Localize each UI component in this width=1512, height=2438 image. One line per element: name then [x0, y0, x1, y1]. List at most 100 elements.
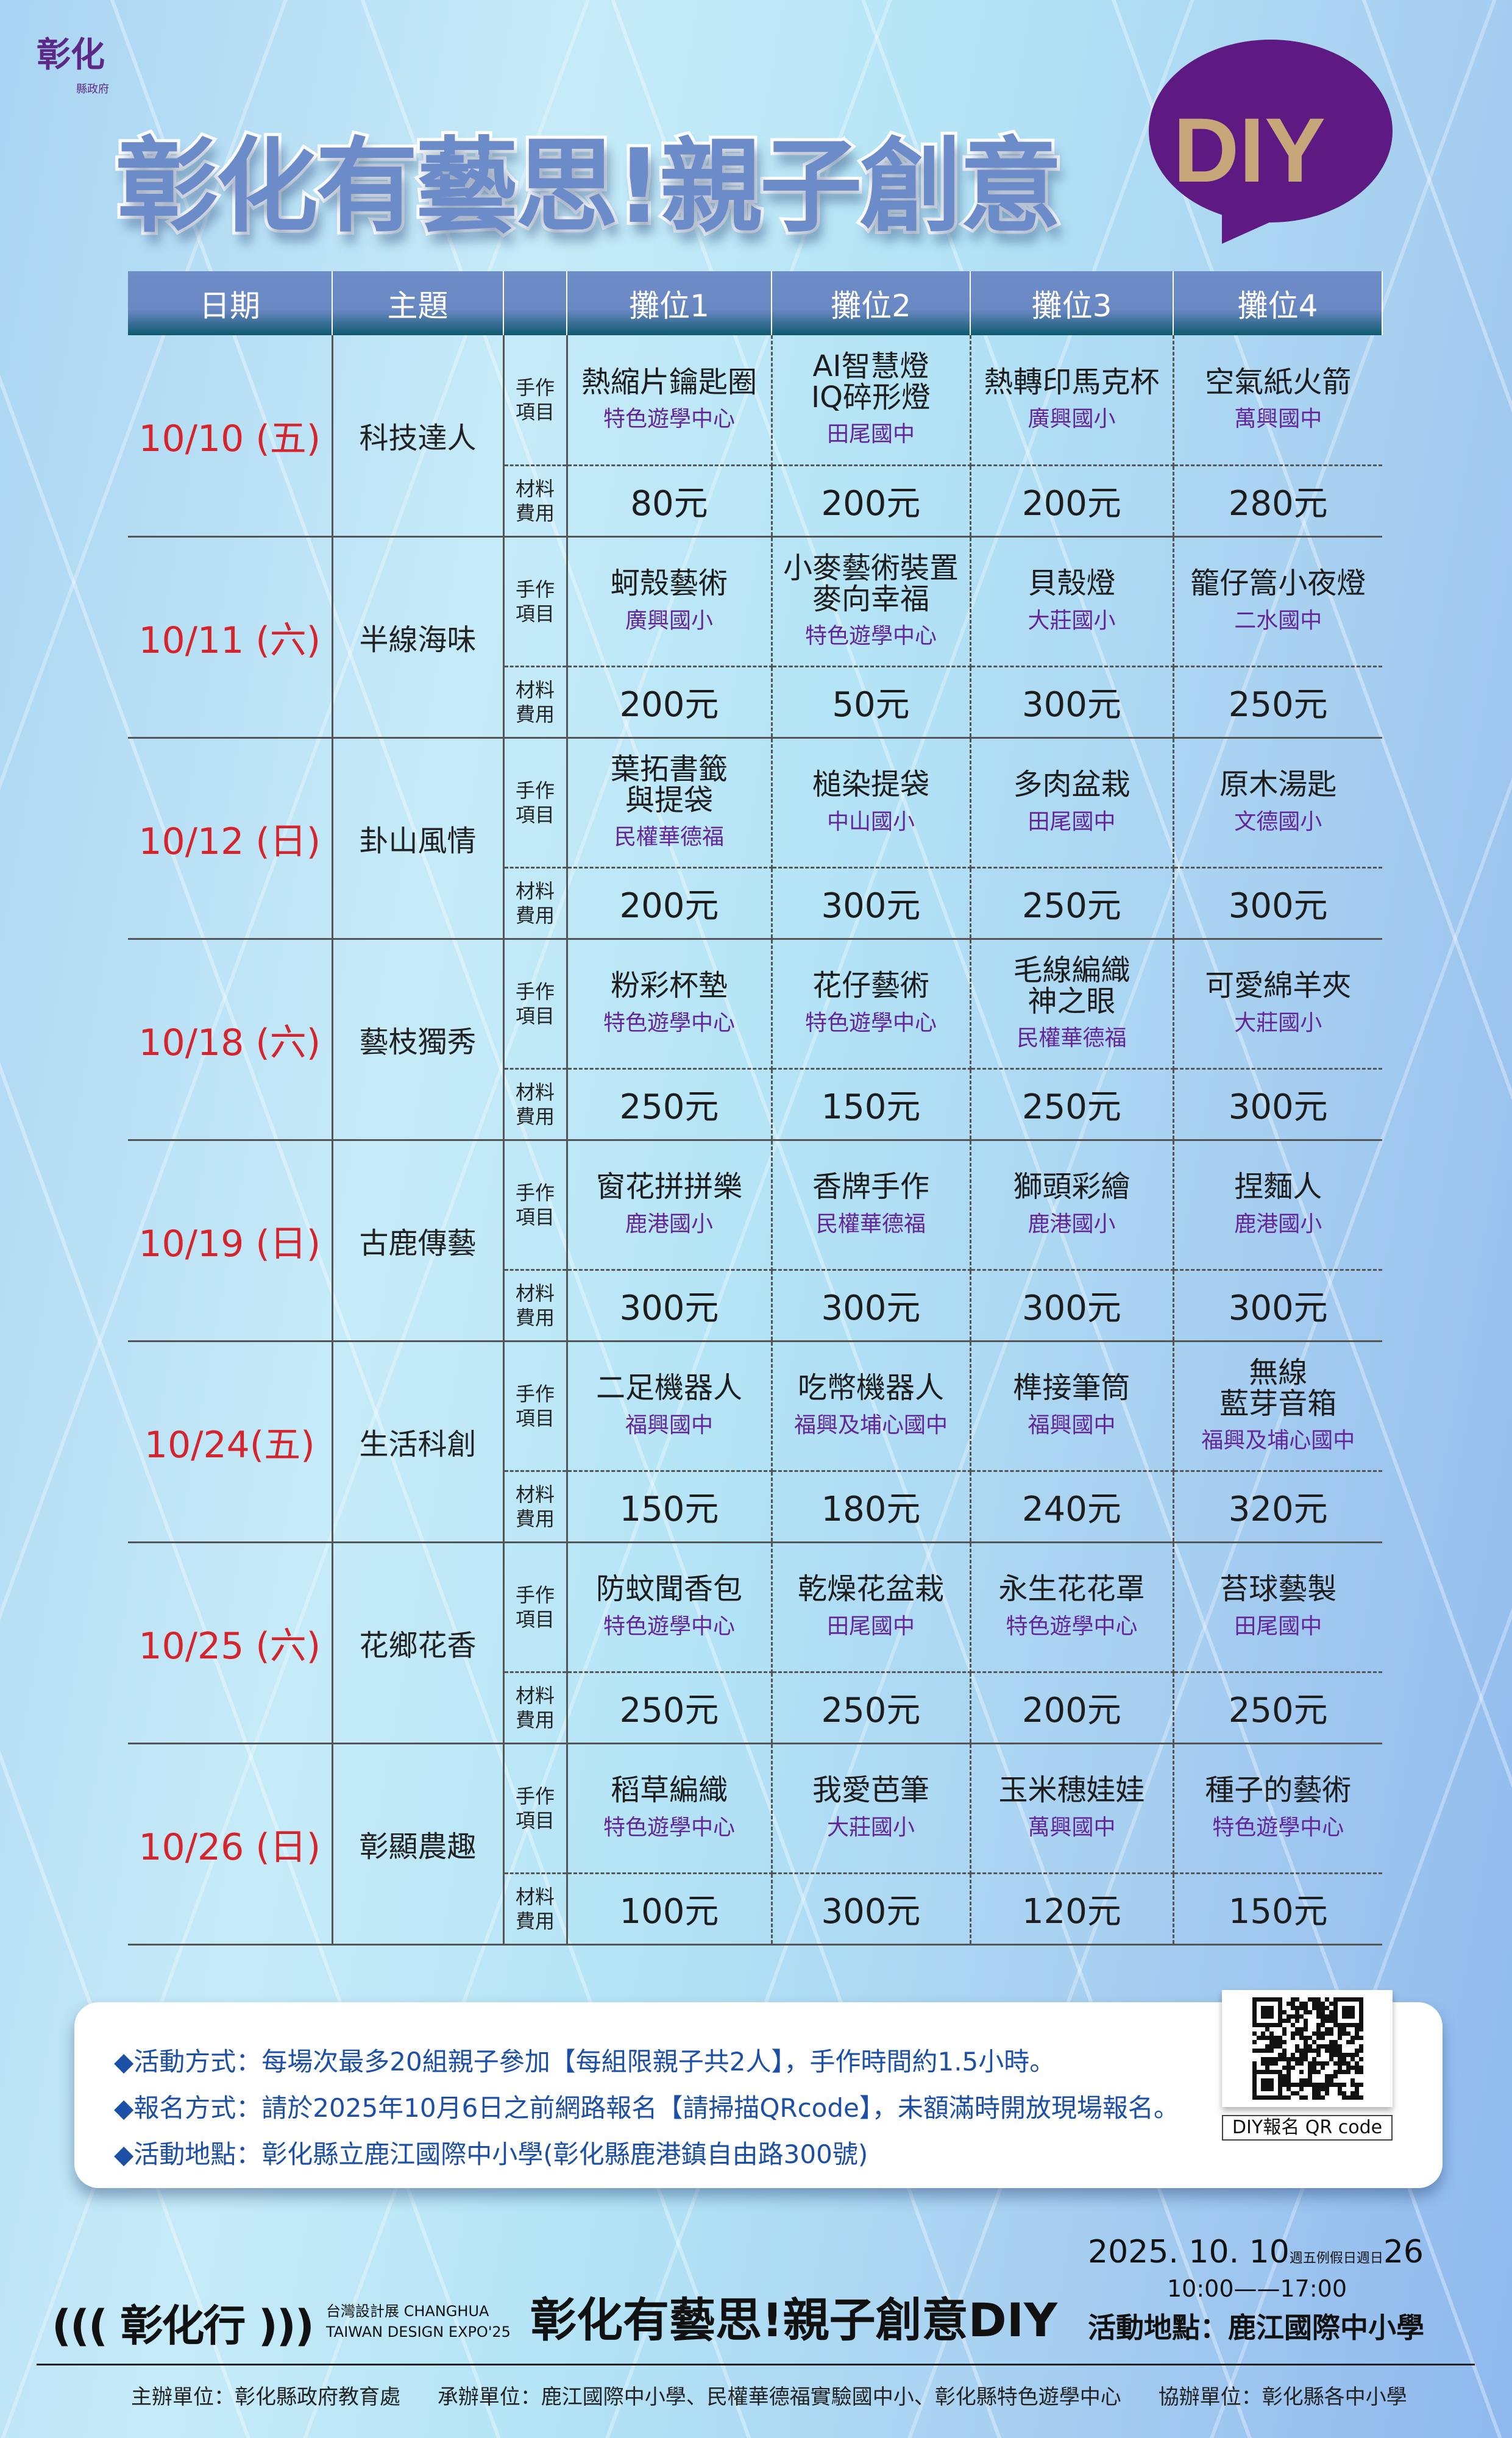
- cost-label: 材料 費用: [503, 666, 568, 739]
- craft-item-name: 榫接筆筒: [1013, 1371, 1130, 1406]
- craft-item-name: 種子的藝術: [1205, 1773, 1352, 1808]
- material-fee: 200元: [772, 465, 971, 538]
- material-fee: 80元: [567, 465, 773, 538]
- venue-school: 福興及埔心國中: [1201, 1427, 1355, 1453]
- material-fee: 250元: [1173, 1672, 1382, 1744]
- stall-cell: 獅頭彩繪 鹿港國小: [970, 1140, 1174, 1271]
- venue-school: 文德國小: [1234, 809, 1322, 834]
- craft-item-name: 可愛綿羊夾: [1205, 968, 1352, 1003]
- material-fee: 300元: [970, 1270, 1174, 1342]
- craft-item-name: 苔球藝製: [1219, 1572, 1337, 1607]
- craft-item-name: AI智慧燈 IQ碎形燈: [811, 349, 931, 414]
- material-fee: 250元: [772, 1672, 971, 1744]
- header-stall-2: 攤位2: [772, 271, 971, 335]
- table-row-costs: 材料 費用 200元 50元 300元 250元: [128, 666, 1382, 739]
- craft-item-name: 稻草編織: [610, 1773, 728, 1808]
- stall-cell: 無線 藍芽音箱福興及埔心國中: [1173, 1341, 1382, 1472]
- table-header-row: 日期 主題 攤位1 攤位2 攤位3 攤位4: [128, 271, 1383, 335]
- table-row-items: 10/25 (六) 花鄉花香 手作 項目 防蚊聞香包 特色遊學中心 乾燥花盆栽 田尾國中 永生…: [128, 1542, 1382, 1744]
- title-diy: DIY: [1173, 99, 1326, 201]
- material-fee: 300元: [772, 867, 971, 940]
- venue-school: 民權華德福: [1017, 1025, 1127, 1051]
- material-fee: 250元: [970, 867, 1174, 940]
- stall-cell: 熱縮片鑰匙圈 特色遊學中心: [567, 335, 773, 466]
- stall-cell: 捏麵人 鹿港國小: [1173, 1140, 1382, 1271]
- date-cell: 10/19 (日): [128, 1140, 333, 1342]
- stall-cell: 苔球藝製 田尾國中: [1173, 1542, 1382, 1673]
- table-row-items: 10/12 (日) 卦山風情 手作 項目 葉拓書籤 與提袋 民權華德福 槌染提袋 中山國小多…: [128, 737, 1382, 940]
- holiday-label: 例假日: [1316, 2251, 1357, 2266]
- venue-school: 大莊國小: [1234, 1010, 1322, 1036]
- logo-subtext: 縣政府: [76, 83, 109, 96]
- poster-title: 彰化有藝思!親子創意: [113, 124, 1065, 249]
- table-row-costs: 材料 費用 150元 180元 240元 320元: [128, 1471, 1382, 1543]
- stall-cell: 防蚊聞香包 特色遊學中心: [567, 1542, 773, 1673]
- venue-school: 民權華德福: [614, 824, 724, 850]
- craft-item-name: 毛線編織 神之眼: [1013, 953, 1130, 1018]
- date-cell: 10/10 (五): [128, 335, 333, 538]
- stall-cell: 槌染提袋 中山國小: [772, 737, 971, 869]
- info-method: ◆活動方式：每場次最多20組親子參加【每組限親子共2人】，手作時間約1.5小時。: [114, 2047, 1056, 2077]
- header-theme: 主題: [332, 271, 504, 335]
- craft-item-name: 小麥藝術裝置 麥向幸福: [783, 551, 959, 616]
- item-label: 手作 項目: [503, 1140, 568, 1271]
- table-row-items: 10/26 (日) 彰顯農趣 手作 項目 稻草編織 特色遊學中心 我愛芭筆 大莊國小 玉米穗娃…: [128, 1743, 1382, 1946]
- material-fee: 320元: [1173, 1471, 1382, 1543]
- theme-cell: 生活科創: [332, 1341, 505, 1543]
- stall-cell: 空氣紙火箭 萬興國中: [1173, 335, 1382, 466]
- stall-cell: 葉拓書籤 與提袋 民權華德福: [567, 737, 773, 869]
- cost-label: 材料 費用: [503, 1873, 568, 1946]
- craft-item-name: 無線 藍芽音箱: [1219, 1356, 1337, 1421]
- craft-item-name: 永生花花罩: [998, 1572, 1145, 1607]
- material-fee: 150元: [1173, 1873, 1382, 1946]
- cost-label: 材料 費用: [503, 1471, 568, 1543]
- stall-cell: 稻草編織 特色遊學中心: [567, 1743, 773, 1874]
- weekday-end: 週日: [1356, 2251, 1383, 2266]
- sponsors: 主辦單位：彰化縣政府教育處 承辦單位：鹿江國際中小學、民權華德福實驗國中小、彰化…: [131, 2380, 1438, 2410]
- venue-school: 民權華德福: [815, 1211, 926, 1237]
- material-fee: 300元: [1173, 1270, 1382, 1342]
- table-row-costs: 材料 費用 300元 300元 300元 300元: [128, 1270, 1382, 1342]
- footer-event-title: 彰化有藝思!親子創意DIY: [530, 2293, 1058, 2347]
- footer-divider: [37, 2364, 1475, 2365]
- material-fee: 250元: [1173, 666, 1382, 739]
- venue-school: 田尾國中: [826, 422, 915, 447]
- material-fee: 300元: [772, 1270, 971, 1342]
- table-row-items: 10/11 (六) 半線海味 手作 項目 蚵殼藝術 廣興國小 小麥藝術裝置 麥向幸福 特色遊…: [128, 536, 1382, 739]
- stall-cell: AI智慧燈 IQ碎形燈田尾國中: [772, 335, 971, 466]
- weekday-start: 週五: [1289, 2251, 1316, 2266]
- expo-line-2: TAIWAN DESIGN EXPO'25: [326, 2323, 511, 2340]
- table-row-items: 10/10 (五) 科技達人 手作 項目 熱縮片鑰匙圈 特色遊學中心 AI智慧燈 IQ碎形…: [128, 335, 1382, 538]
- venue-school: 特色遊學中心: [1212, 1814, 1344, 1840]
- craft-item-name: 粉彩杯墊: [610, 968, 728, 1003]
- venue-school: 鹿港國小: [1028, 1211, 1116, 1237]
- table-row-items: 10/18 (六) 藝枝獨秀 手作 項目 粉彩杯墊 特色遊學中心 花仔藝術 特色遊學中心 毛線…: [128, 939, 1382, 1141]
- craft-item-name: 熱轉印馬克杯: [984, 364, 1160, 399]
- registration-qr-code[interactable]: [1222, 1990, 1393, 2107]
- material-fee: 300元: [772, 1873, 971, 1946]
- table-row-costs: 材料 費用 100元 300元 120元 150元: [128, 1873, 1382, 1946]
- venue-school: 特色遊學中心: [603, 1613, 735, 1639]
- table-row-costs: 材料 費用 250元 250元 200元 250元: [128, 1672, 1382, 1744]
- material-fee: 150元: [772, 1068, 971, 1141]
- table-row-costs: 材料 費用 250元 150元 250元 300元: [128, 1068, 1382, 1141]
- header-date: 日期: [128, 271, 333, 335]
- stall-cell: 榫接筆筒 福興國中: [970, 1341, 1174, 1472]
- item-label: 手作 項目: [503, 1743, 568, 1874]
- stall-cell: 乾燥花盆栽 田尾國中: [772, 1542, 971, 1673]
- table-row-costs: 材料 費用 200元 300元 250元 300元: [128, 867, 1382, 940]
- venue-school: 鹿港國小: [1234, 1211, 1322, 1237]
- executor: 承辦單位：鹿江國際中小學、民權華德福實驗國中小、彰化縣特色遊學中心: [437, 2385, 1121, 2409]
- date-end: 26: [1383, 2234, 1424, 2270]
- venue-school: 中山國小: [826, 809, 915, 834]
- material-fee: 100元: [567, 1873, 773, 1946]
- theme-cell: 彰顯農趣: [332, 1743, 505, 1946]
- material-fee: 280元: [1173, 465, 1382, 538]
- craft-item-name: 吃幣機器人: [797, 1371, 944, 1406]
- stall-cell: 多肉盆栽 田尾國中: [970, 737, 1174, 869]
- material-fee: 200元: [970, 465, 1174, 538]
- table-row-items: 10/19 (日) 古鹿傳藝 手作 項目 窗花拼拼樂 鹿港國小 香牌手作 民權華德福 獅頭彩繪…: [128, 1140, 1382, 1342]
- venue-school: 廣興國小: [1028, 406, 1116, 432]
- material-fee: 200元: [567, 867, 773, 940]
- stall-cell: 蚵殼藝術 廣興國小: [567, 536, 773, 667]
